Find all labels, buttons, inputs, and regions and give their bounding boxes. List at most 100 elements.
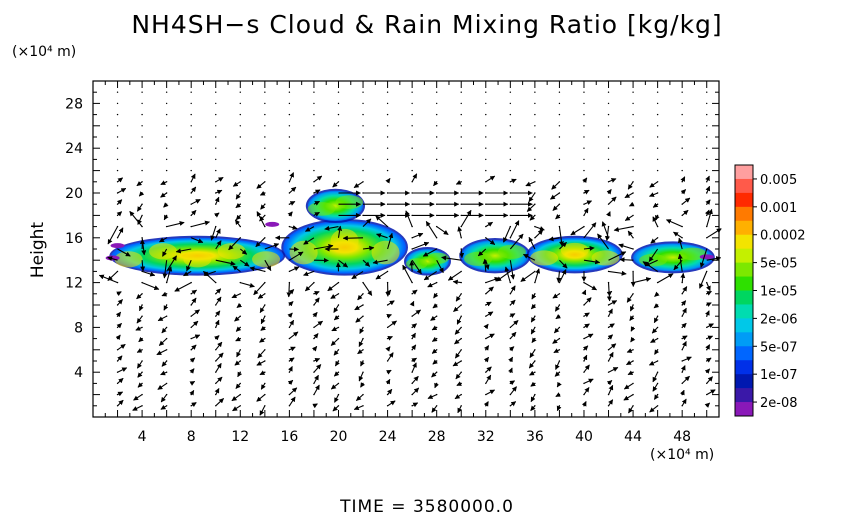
wind-vector <box>411 375 419 384</box>
wind-vector <box>305 226 315 232</box>
grid-dot <box>485 113 487 116</box>
wind-vector <box>313 291 320 296</box>
wind-vector <box>673 259 683 271</box>
grid-dot <box>215 169 217 172</box>
wind-vector <box>583 245 595 251</box>
wind-vector <box>387 320 397 328</box>
wind-vector <box>116 199 123 205</box>
wind-vector <box>189 357 196 363</box>
wind-vector <box>331 326 339 332</box>
wind-vector <box>528 236 536 250</box>
grid-dot <box>583 147 585 149</box>
wind-vector <box>313 320 323 328</box>
wind-vector <box>183 270 192 277</box>
wind-vector <box>362 282 373 296</box>
wind-vector <box>706 376 713 384</box>
grid-dot <box>632 113 634 116</box>
wind-vector <box>313 384 320 395</box>
wind-vector <box>117 227 124 239</box>
wind-vector <box>630 326 636 332</box>
wind-vector <box>503 226 511 243</box>
grid-dot <box>386 102 389 105</box>
wind-vector <box>648 248 659 262</box>
trace-region <box>699 254 714 260</box>
wind-vector <box>191 220 210 228</box>
grid-dot <box>681 102 683 105</box>
grid-dot <box>313 147 315 149</box>
wind-vector <box>98 274 118 284</box>
wind-vector <box>436 226 449 236</box>
grid-dot <box>411 147 413 149</box>
wind-vector <box>141 237 147 256</box>
wind-vector <box>303 237 315 245</box>
wind-vector <box>706 282 711 292</box>
wind-vector <box>286 282 292 298</box>
wind-vector <box>649 192 658 197</box>
wind-vector <box>526 203 536 212</box>
wind-vector <box>313 175 323 183</box>
grid-dot <box>165 102 168 105</box>
wind-vector <box>457 405 463 414</box>
colorbar-swatch <box>735 374 753 389</box>
wind-vector <box>706 389 716 396</box>
wind-vector <box>289 346 296 352</box>
colorbar-swatch <box>735 276 753 291</box>
wind-vector <box>385 378 391 385</box>
wind-vector <box>175 248 192 254</box>
wind-vector <box>324 225 339 231</box>
wind-vector <box>313 374 319 384</box>
wind-vector <box>235 326 242 332</box>
wind-vector <box>411 241 430 250</box>
grid-dot <box>239 125 241 127</box>
cloud-core <box>114 251 143 268</box>
wind-vector <box>359 327 365 334</box>
wind-vector <box>333 349 339 356</box>
wind-vector <box>483 323 489 330</box>
wind-vector <box>257 293 266 299</box>
grid-dot <box>337 91 340 93</box>
wind-vector <box>313 364 322 373</box>
wind-vector <box>215 288 222 295</box>
wind-vector <box>259 405 266 416</box>
wind-vector <box>530 405 536 411</box>
grid-dot <box>656 102 659 105</box>
wind-vector <box>485 175 496 183</box>
wind-vector <box>411 232 424 239</box>
wind-vector <box>452 360 462 367</box>
wind-vector <box>553 327 560 334</box>
wind-vector <box>235 214 242 221</box>
wind-vector <box>705 175 710 183</box>
wind-vector <box>531 337 537 343</box>
colorbar-label: 2e-06 <box>760 312 798 327</box>
wind-vector <box>253 282 266 296</box>
grid-dot <box>386 113 389 116</box>
grid-dot <box>558 169 561 172</box>
wind-vector <box>385 346 391 352</box>
cloud-core <box>252 251 281 268</box>
wind-vector <box>485 366 492 373</box>
colorbar-label: 5e-07 <box>760 340 798 355</box>
wind-vector <box>141 270 156 277</box>
grid-dot <box>116 169 119 172</box>
wind-vector <box>583 207 589 216</box>
y-tick-label: 20 <box>65 186 83 202</box>
grid-dot <box>460 113 462 116</box>
wind-vector <box>485 286 494 295</box>
grid-dot <box>264 102 266 105</box>
wind-vector <box>405 210 413 227</box>
wind-vector <box>387 352 394 362</box>
wind-vector <box>485 237 496 245</box>
wind-vector <box>651 327 659 334</box>
wind-vector <box>213 212 220 218</box>
cloud-core <box>148 243 177 260</box>
grid-dot <box>706 147 708 149</box>
wind-vector <box>548 236 560 242</box>
wind-vector <box>203 270 216 277</box>
wind-vector <box>116 323 122 329</box>
grid-dot <box>141 113 143 116</box>
wind-vector <box>608 323 615 329</box>
wind-vector <box>387 388 393 395</box>
wind-vector <box>608 178 617 183</box>
grid-dot <box>362 169 364 172</box>
cloud-core <box>289 240 318 265</box>
